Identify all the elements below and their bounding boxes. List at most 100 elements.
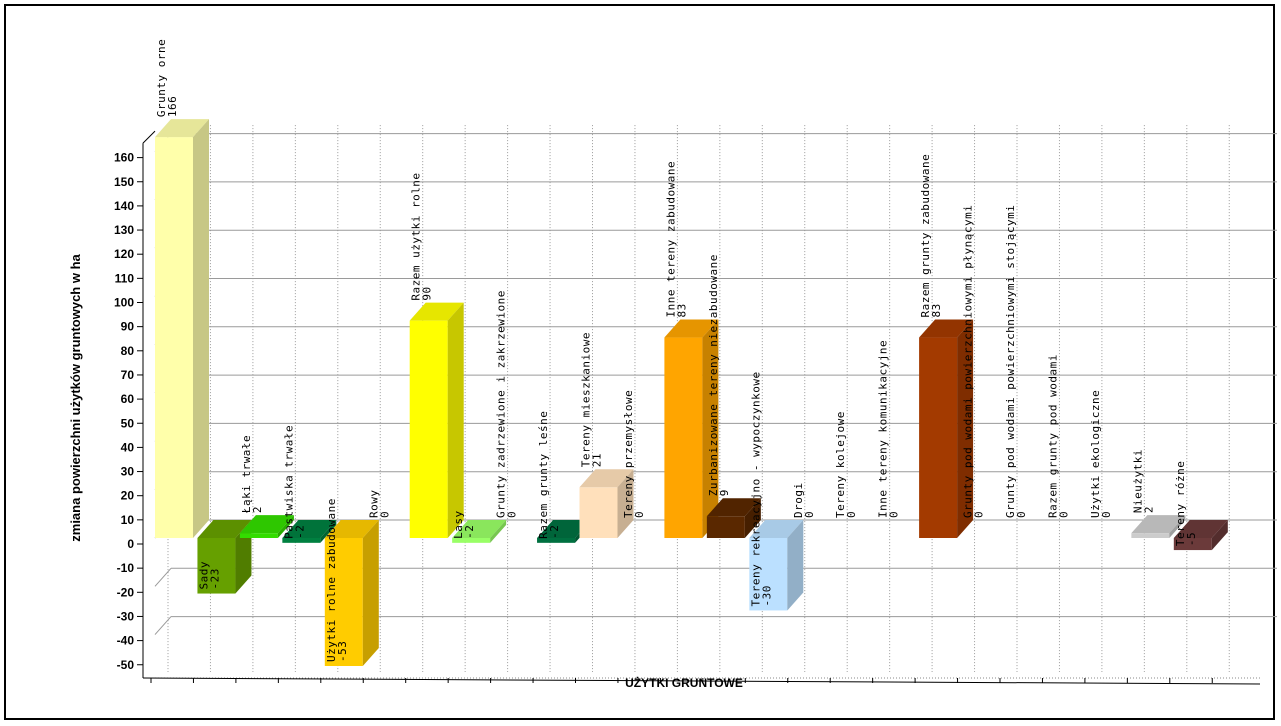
bar-side xyxy=(490,520,507,543)
bar xyxy=(452,520,507,543)
category-label: Tereny rekreacyjno - wypoczynkowe xyxy=(749,371,762,606)
bar-side xyxy=(277,515,294,538)
value-label: 21 xyxy=(591,453,604,467)
bar-side xyxy=(1211,520,1228,551)
bar-front xyxy=(197,538,236,594)
value-label: 83 xyxy=(675,303,688,317)
bar xyxy=(1131,515,1186,538)
bar xyxy=(282,520,337,543)
value-label: 0 xyxy=(378,511,391,518)
bar xyxy=(664,319,719,538)
y-tick-label: -20 xyxy=(117,585,135,599)
y-tick-label: 130 xyxy=(114,223,134,237)
bar xyxy=(1173,520,1228,551)
bar-top xyxy=(197,520,252,538)
value-label: 0 xyxy=(1015,511,1028,518)
bar xyxy=(749,520,804,611)
bar-side xyxy=(235,520,252,594)
category-label: Łąki trwałe xyxy=(240,435,253,514)
value-label: -30 xyxy=(760,585,773,606)
category-label: Tereny mieszkaniowe xyxy=(580,332,593,467)
bar-layer xyxy=(155,119,1228,666)
bar-side xyxy=(1169,515,1186,538)
axis-layer: -50-40-30-20-100102030405060708090100110… xyxy=(114,130,1261,685)
value-label: 0 xyxy=(1057,511,1070,518)
y-tick-label: 120 xyxy=(114,247,134,261)
bar-top xyxy=(1131,515,1186,534)
y-tick-label: 140 xyxy=(114,199,134,213)
bar-top xyxy=(324,520,379,538)
bar-top xyxy=(749,520,804,538)
bar xyxy=(239,515,294,538)
bar-front xyxy=(919,337,958,538)
category-label: Lasy xyxy=(452,510,465,539)
y-tick-label: 100 xyxy=(114,296,134,310)
value-label: 9 xyxy=(718,489,731,496)
bar xyxy=(919,319,974,538)
bar-top xyxy=(706,498,761,517)
y-tick-label: 70 xyxy=(121,368,135,382)
value-label: -2 xyxy=(293,525,306,539)
category-label: Inne tereny komunikacyjne xyxy=(877,340,890,518)
category-label: Tereny kolejowe xyxy=(834,411,847,518)
bar-top xyxy=(537,520,592,538)
y-tick-label: 10 xyxy=(121,513,135,527)
bar-front xyxy=(239,533,278,538)
bar-side xyxy=(447,302,464,538)
value-label: 0 xyxy=(1100,511,1113,518)
value-label: 0 xyxy=(845,511,858,518)
y-tick-label: 110 xyxy=(115,271,135,285)
bar-top xyxy=(579,469,634,488)
bar-side xyxy=(702,319,719,538)
category-label: Sady xyxy=(197,561,210,590)
category-label: Razem użytki rolne xyxy=(410,172,423,300)
category-label: Grunty pod wodami powierzchniowymi płyną… xyxy=(962,205,975,518)
bar-top xyxy=(282,520,337,538)
y-tick-label: 20 xyxy=(121,489,135,503)
bar-top xyxy=(664,319,719,338)
bar-side xyxy=(744,498,761,538)
value-label: 83 xyxy=(930,303,943,317)
bar xyxy=(409,302,464,538)
bar-front xyxy=(282,538,321,543)
value-label: -2 xyxy=(463,525,476,539)
category-label: Razem grunty zabudowane xyxy=(919,154,932,318)
bar-front xyxy=(537,538,576,543)
bar-side xyxy=(362,520,379,666)
value-label: -5 xyxy=(1185,532,1198,546)
value-label: 0 xyxy=(506,511,519,518)
y-tick-label: -40 xyxy=(117,634,135,648)
category-label: Pastwiska trwałe xyxy=(282,425,295,539)
bar-chart: -50-40-30-20-100102030405060708090100110… xyxy=(68,39,1277,690)
bar-front xyxy=(409,320,448,538)
value-label: -23 xyxy=(208,568,221,589)
bar-front xyxy=(749,538,788,611)
value-label: -53 xyxy=(336,641,349,662)
bar-top xyxy=(452,520,507,538)
bar-front xyxy=(579,487,618,538)
category-label: Tereny różne xyxy=(1174,461,1187,546)
bar-front xyxy=(1173,538,1212,551)
bar xyxy=(197,520,252,594)
category-label: Drogi xyxy=(792,482,805,518)
diag-gridline xyxy=(154,567,172,587)
value-label: -2 xyxy=(548,525,561,539)
y-tick-label: 40 xyxy=(121,440,135,454)
y-axis-cap xyxy=(142,130,156,144)
value-label: 0 xyxy=(973,511,986,518)
bar-side xyxy=(320,520,337,543)
y-tick-label: 0 xyxy=(127,537,134,551)
bar-side xyxy=(957,319,974,538)
category-label: Rowy xyxy=(367,490,380,519)
category-label: Zurbanizowane tereny niezabudowane xyxy=(707,254,720,496)
x-axis-title: UŻYTKI GRUNTOWE xyxy=(625,675,743,690)
bar-top xyxy=(1173,520,1228,538)
value-label: 2 xyxy=(251,506,264,513)
bar-front xyxy=(452,538,491,543)
category-label: Tereny przemysłowe xyxy=(622,390,635,518)
x-axis-line xyxy=(142,677,1261,685)
y-tick-label: 80 xyxy=(121,344,135,358)
category-label: Inne tereny zabudowane xyxy=(664,161,677,318)
category-label: Grunty zadrzewione i zakrzewione xyxy=(495,290,508,518)
